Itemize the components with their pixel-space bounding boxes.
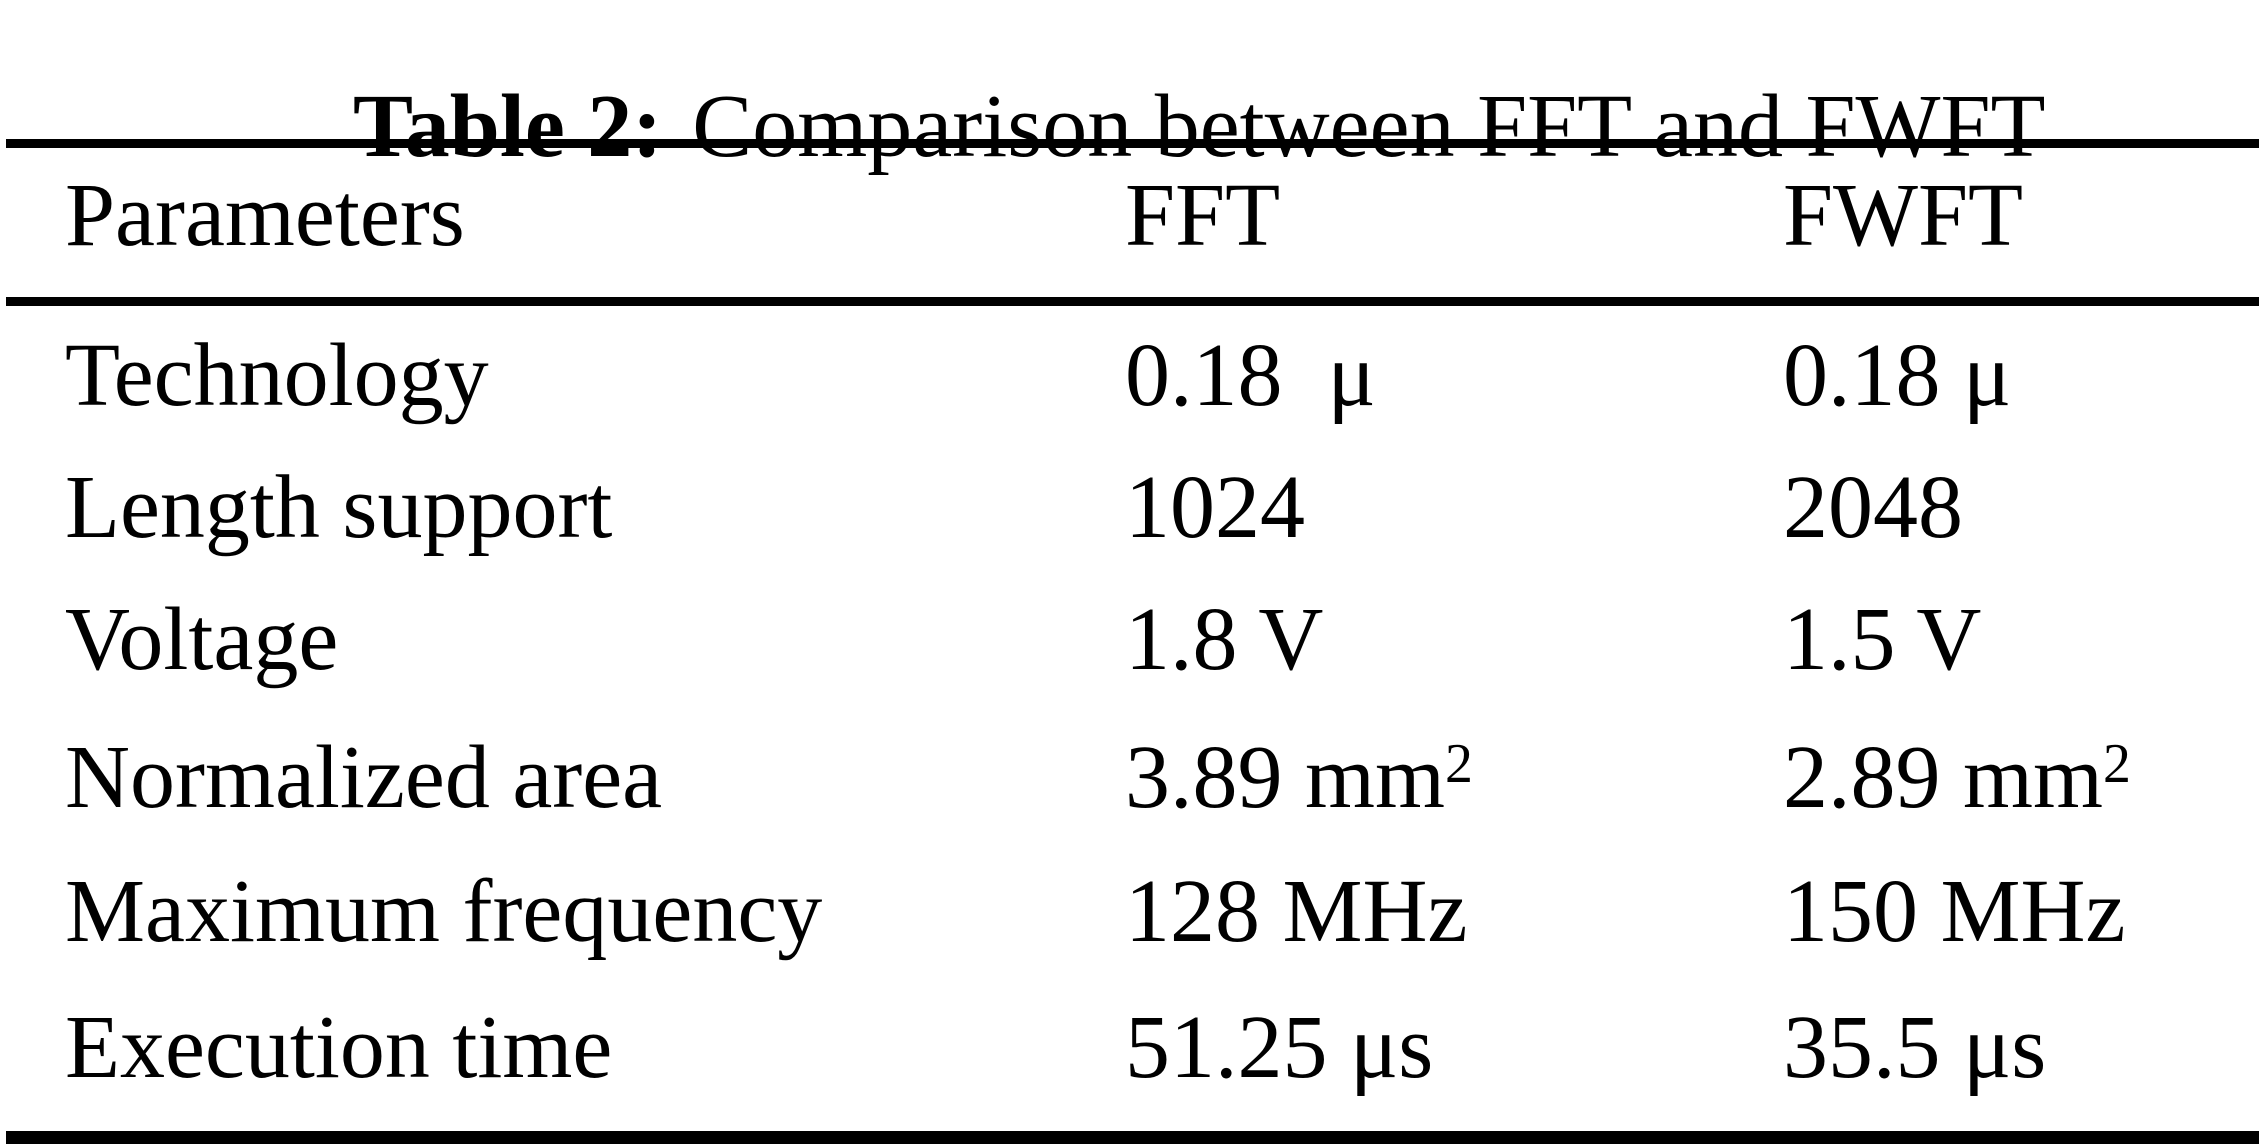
cell-execution-time-fwft: 35.5 μs bbox=[1783, 998, 2047, 1097]
table-row: Length support 1024 2048 bbox=[0, 463, 2265, 573]
area-exponent-fwft: 2 bbox=[2103, 732, 2131, 795]
column-header-fwft: FWFT bbox=[1783, 166, 2024, 265]
cell-length-support-fft: 1024 bbox=[1125, 458, 1305, 557]
cell-maximum-frequency-fft: 128 MHz bbox=[1125, 862, 1468, 961]
table-rule-header-separator bbox=[6, 297, 2259, 306]
cell-length-support-fwft: 2048 bbox=[1783, 458, 1963, 557]
table-header-row: Parameters FFT FWFT bbox=[0, 171, 2265, 281]
cell-technology-fft: 0.18 μ bbox=[1125, 326, 1376, 425]
cell-maximum-frequency-fwft: 150 MHz bbox=[1783, 862, 2126, 961]
cell-normalized-area-fft: 3.89 mm2 bbox=[1125, 733, 1783, 843]
column-header-fft: FFT bbox=[1125, 166, 1281, 265]
row-label-execution-time: Execution time bbox=[65, 998, 613, 1097]
table-row: Technology 0.18 μ 0.18 μ bbox=[0, 331, 2265, 441]
area-value-fwft: 2.89 mm bbox=[1783, 728, 2104, 827]
row-label-maximum-frequency: Maximum frequency bbox=[65, 862, 823, 961]
table-row: Maximum frequency 128 MHz 150 MHz bbox=[0, 867, 2265, 977]
column-header-parameters: Parameters bbox=[65, 166, 465, 265]
table-caption-text: Comparison between FFT and FWFT bbox=[692, 77, 2046, 176]
row-label-voltage: Voltage bbox=[65, 590, 339, 689]
cell-voltage-fwft: 1.5 V bbox=[1783, 590, 1982, 689]
row-label-technology: Technology bbox=[65, 326, 489, 425]
cell-voltage-fft: 1.8 V bbox=[1125, 590, 1324, 689]
area-exponent-fft: 2 bbox=[1445, 732, 1473, 795]
table-caption-number: Table 2: bbox=[353, 77, 663, 176]
cell-execution-time-fft: 51.25 μs bbox=[1125, 998, 1434, 1097]
row-label-normalized-area: Normalized area bbox=[65, 728, 663, 827]
area-value-fft: 3.89 mm bbox=[1125, 728, 1446, 827]
row-label-length-support: Length support bbox=[65, 458, 613, 557]
table-row: Normalized area 3.89 mm2 2.89 mm2 bbox=[0, 733, 2265, 843]
table-caption: Table 2: Comparison between FFT and FWFT bbox=[263, 0, 2046, 262]
cell-technology-fwft: 0.18 μ bbox=[1783, 326, 2012, 425]
table-row: Voltage 1.8 V 1.5 V bbox=[0, 595, 2265, 705]
cell-normalized-area-fwft: 2.89 mm2 bbox=[1783, 733, 2265, 843]
table-rule-bottom bbox=[6, 1131, 2259, 1144]
table-rule-top bbox=[6, 139, 2259, 148]
table-row: Execution time 51.25 μs 35.5 μs bbox=[0, 1003, 2265, 1113]
